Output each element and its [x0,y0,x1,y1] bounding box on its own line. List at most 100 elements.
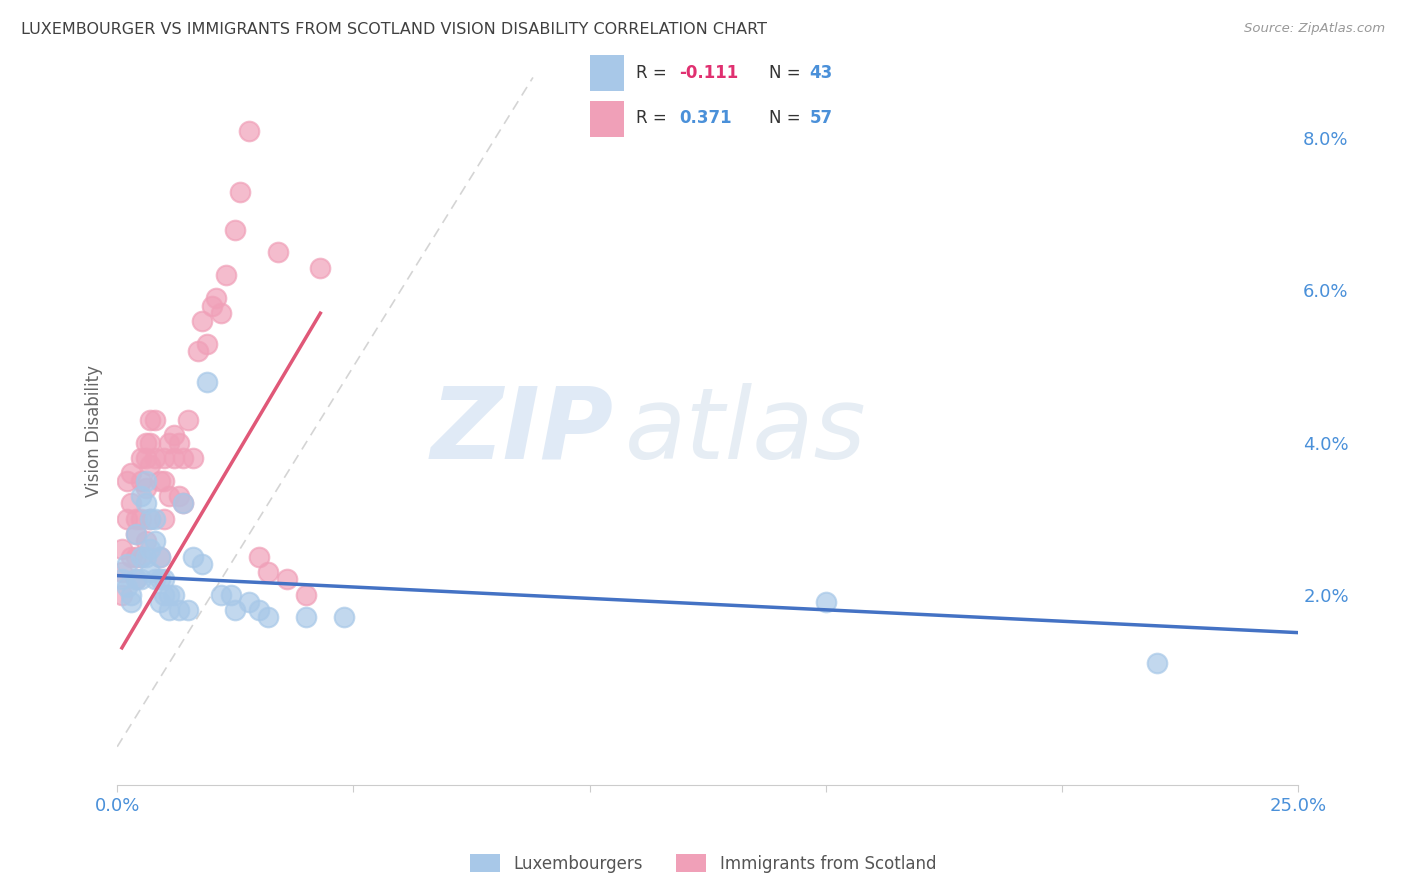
Point [163,588,186,602]
Text: 43: 43 [810,64,832,82]
Text: 57: 57 [810,110,832,128]
Legend: Luxembourgers, Immigrants from Scotland: Luxembourgers, Immigrants from Scotland [464,847,942,880]
Point [143,450,166,465]
Point [257,565,280,579]
Point [167,603,190,617]
Point [163,428,186,442]
FancyBboxPatch shape [589,101,624,137]
Text: 0.371: 0.371 [679,110,733,128]
FancyBboxPatch shape [589,55,624,91]
Point [111,541,134,556]
Point [135,496,157,510]
Point [125,526,148,541]
Point [125,549,148,564]
Point [143,511,166,525]
Point [224,222,246,236]
Text: N =: N = [769,110,806,128]
Point [157,489,180,503]
Point [257,610,280,624]
Point [149,595,172,609]
Point [143,534,166,549]
Point [135,534,157,549]
Point [120,595,142,609]
Point [309,260,332,275]
Point [267,245,290,260]
Point [238,595,260,609]
Point [153,450,176,465]
Point [247,603,270,617]
Text: N =: N = [769,64,806,82]
Point [181,450,204,465]
Point [229,185,252,199]
Point [135,450,157,465]
Point [125,573,148,587]
Text: LUXEMBOURGER VS IMMIGRANTS FROM SCOTLAND VISION DISABILITY CORRELATION CHART: LUXEMBOURGER VS IMMIGRANTS FROM SCOTLAND… [21,22,768,37]
Text: ZIP: ZIP [430,383,613,480]
Point [111,588,134,602]
Point [153,588,176,602]
Point [129,450,152,465]
Point [205,291,228,305]
Point [177,603,200,617]
Point [120,588,142,602]
Point [115,580,138,594]
Point [201,299,224,313]
Point [1146,656,1168,670]
Point [139,435,162,450]
Point [219,588,242,602]
Point [129,489,152,503]
Text: R =: R = [636,110,672,128]
Point [172,496,194,510]
Point [195,375,218,389]
Point [157,588,180,602]
Point [115,474,138,488]
Point [115,511,138,525]
Point [111,573,134,587]
Point [120,549,142,564]
Text: atlas: atlas [626,383,866,480]
Text: R =: R = [636,64,672,82]
Point [129,549,152,564]
Point [172,496,194,510]
Point [224,603,246,617]
Point [129,474,152,488]
Point [149,474,172,488]
Point [295,610,318,624]
Point [120,496,142,510]
Point [195,336,218,351]
Point [139,511,162,525]
Point [153,474,176,488]
Point [333,610,356,624]
Point [172,450,194,465]
Point [125,573,148,587]
Point [149,549,172,564]
Point [139,565,162,579]
Point [149,573,172,587]
Point [129,573,152,587]
Point [153,511,176,525]
Point [153,573,176,587]
Point [135,549,157,564]
Point [238,124,260,138]
Point [157,435,180,450]
Point [157,603,180,617]
Point [167,489,190,503]
Point [139,413,162,427]
Point [295,588,318,602]
Point [181,549,204,564]
Point [191,314,214,328]
Y-axis label: Vision Disability: Vision Disability [86,365,103,497]
Point [120,466,142,480]
Point [814,595,837,609]
Point [215,268,238,283]
Point [139,541,162,556]
Point [129,511,152,525]
Point [125,526,148,541]
Point [129,549,152,564]
Point [276,573,298,587]
Point [167,435,190,450]
Point [125,511,148,525]
Point [149,549,172,564]
Point [177,413,200,427]
Point [209,306,232,320]
